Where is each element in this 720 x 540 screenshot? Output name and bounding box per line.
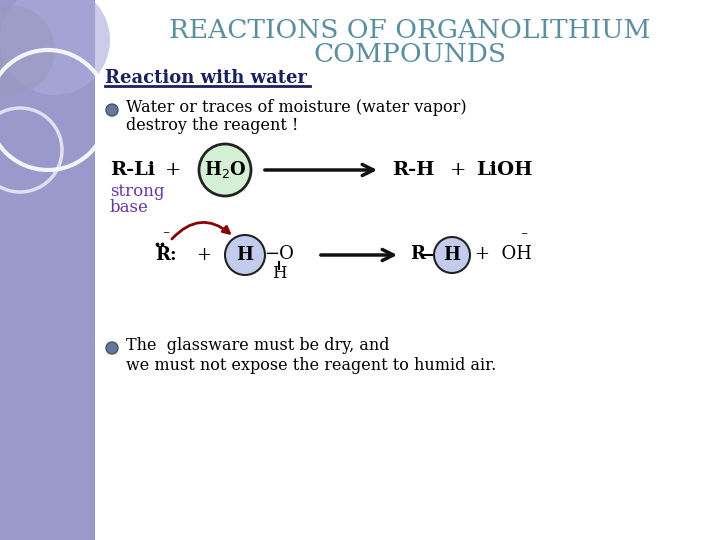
Circle shape: [434, 237, 470, 273]
Text: strong: strong: [110, 184, 164, 200]
Text: The  glassware must be dry, and: The glassware must be dry, and: [126, 338, 390, 354]
Text: +  OH: + OH: [475, 245, 532, 263]
Text: −O: −O: [264, 245, 294, 263]
Text: R-Li: R-Li: [110, 161, 155, 179]
FancyArrowPatch shape: [172, 222, 230, 239]
Circle shape: [106, 104, 118, 116]
Text: R:: R:: [155, 246, 176, 264]
Text: REACTIONS OF ORGANOLITHIUM: REACTIONS OF ORGANOLITHIUM: [169, 17, 651, 43]
Text: H: H: [444, 246, 461, 264]
Polygon shape: [0, 0, 95, 540]
Circle shape: [106, 342, 118, 354]
Text: LiOH: LiOH: [476, 161, 533, 179]
Circle shape: [0, 5, 55, 95]
Text: H$_2$O: H$_2$O: [204, 159, 246, 179]
Text: +: +: [450, 161, 467, 179]
Text: +: +: [165, 161, 181, 179]
Text: $^{-}$: $^{-}$: [162, 229, 171, 242]
Text: R-H: R-H: [392, 161, 434, 179]
Text: base: base: [110, 199, 149, 217]
Text: destroy the reagent !: destroy the reagent !: [126, 118, 298, 134]
Text: Water or traces of moisture (water vapor): Water or traces of moisture (water vapor…: [126, 99, 467, 117]
Text: R: R: [410, 245, 425, 263]
Text: COMPOUNDS: COMPOUNDS: [313, 43, 506, 68]
Text: H: H: [236, 246, 253, 264]
Circle shape: [0, 0, 110, 95]
Text: we must not expose the reagent to humid air.: we must not expose the reagent to humid …: [126, 357, 496, 375]
Text: $^{-}$: $^{-}$: [520, 230, 528, 243]
Text: +: +: [196, 246, 211, 264]
Text: H: H: [271, 265, 287, 281]
Circle shape: [199, 144, 251, 196]
Text: Reaction with water: Reaction with water: [105, 69, 307, 87]
Circle shape: [225, 235, 265, 275]
